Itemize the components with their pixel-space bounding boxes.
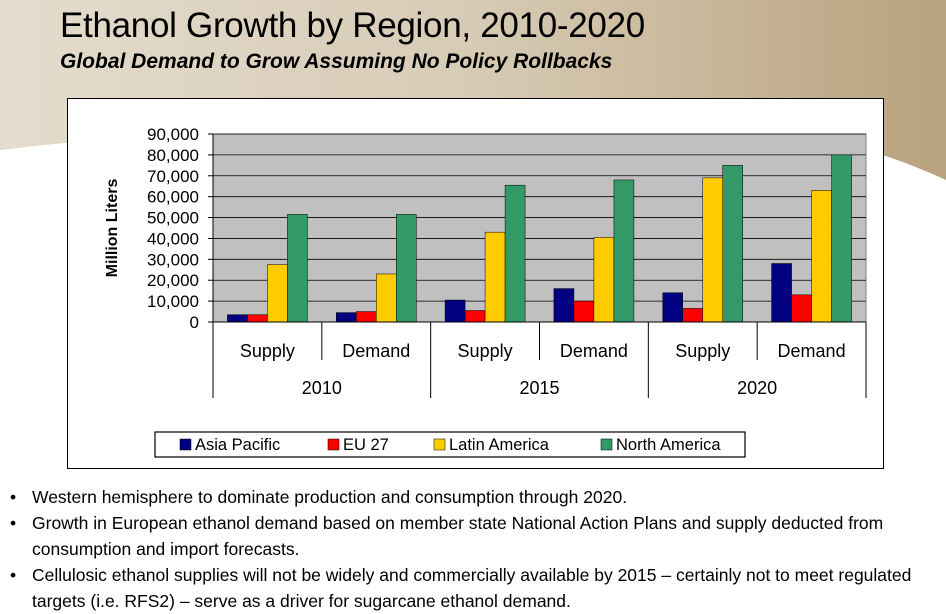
y-axis-label: Million Liters [104,179,121,278]
x-tick-label: Demand [342,341,410,361]
legend-box [154,431,746,458]
bar [464,310,486,323]
y-tick-label: 90,000 [147,125,199,144]
bar [831,154,852,323]
bullet-item: • Cellulosic ethanol supplies will not b… [10,562,912,614]
legend-swatch [179,438,192,451]
bar [771,263,792,323]
y-tick-label: 70,000 [147,167,199,186]
bullet-item: • Western hemisphere to dominate product… [10,484,912,510]
y-tick-label: 80,000 [147,146,199,165]
plot-area [212,133,867,323]
bar [662,292,683,323]
bullet-text: Growth in European ethanol demand based … [32,513,884,559]
y-tick-label: 20,000 [147,271,199,290]
legend-label: EU 27 [343,436,389,454]
y-tick-label: 0 [190,313,199,332]
bar [247,314,268,323]
bar [267,264,288,323]
bar [287,214,308,323]
x-tick-label: Demand [560,341,628,361]
bar [356,311,377,323]
bar [376,273,397,323]
bar [593,237,615,323]
bullet-dot: • [10,565,17,585]
bar [484,231,506,323]
bar [573,300,595,323]
y-tick-label: 30,000 [147,250,199,269]
bullet-dot: • [10,487,17,507]
bar [702,177,723,323]
bullet-item: • Growth in European ethanol demand base… [10,510,912,562]
x-group-label: 2020 [737,378,777,398]
x-group-label: 2010 [302,378,342,398]
bar [613,179,635,323]
legend-swatch [327,438,340,451]
bullet-text: Western hemisphere to dominate productio… [32,487,628,507]
bar [811,190,832,323]
slide-subtitle: Global Demand to Grow Assuming No Policy… [60,50,613,73]
y-tick-label: 10,000 [147,292,199,311]
y-tick-label: 40,000 [147,229,199,248]
bar [682,308,703,323]
x-tick-label: Supply [240,341,295,361]
bar [336,312,357,323]
bullet-text: Cellulosic ethanol supplies will not be … [32,565,912,611]
bullet-dot: • [10,513,17,533]
y-tick-label: 50,000 [147,209,199,228]
x-tick-label: Supply [458,341,513,361]
y-tick-label: 60,000 [147,188,199,207]
legend-label: Asia Pacific [195,436,280,454]
legend-swatch [600,438,613,451]
bar [444,299,466,323]
bar [396,214,417,323]
legend-swatch [433,438,446,451]
bar [722,165,743,323]
legend-label: North America [616,436,721,454]
bar [504,184,526,323]
slide-title: Ethanol Growth by Region, 2010-2020 [60,6,645,45]
x-group-label: 2015 [519,378,559,398]
bar [791,294,812,323]
x-tick-label: Supply [675,341,730,361]
bar [553,288,575,323]
x-tick-label: Demand [778,341,846,361]
bar [227,314,248,323]
legend-label: Latin America [449,436,550,454]
